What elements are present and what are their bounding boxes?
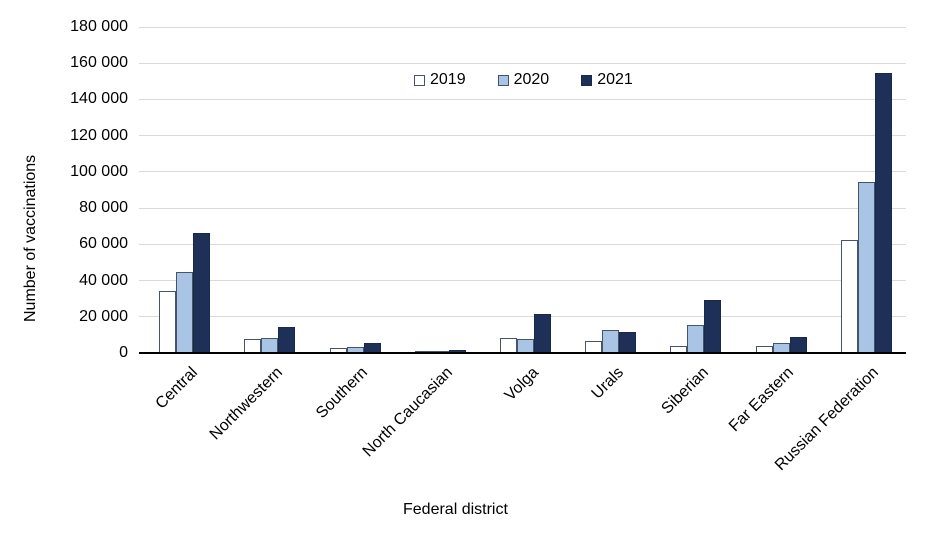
legend-label: 2019 bbox=[430, 71, 466, 88]
gridline bbox=[139, 280, 906, 282]
bar-2021-urals bbox=[619, 332, 636, 352]
bar-2021-northwestern bbox=[278, 327, 295, 352]
y-axis-tick-label: 0 bbox=[119, 344, 128, 361]
y-axis-tick-label: 100 000 bbox=[70, 162, 128, 180]
bar-2021-north-caucasian bbox=[449, 350, 466, 352]
x-axis-line bbox=[139, 352, 906, 354]
gridline bbox=[139, 98, 906, 100]
legend-item-2021: 2021 bbox=[581, 71, 633, 89]
bar-2020-central bbox=[176, 272, 193, 352]
bar-2019-central bbox=[159, 291, 176, 352]
y-axis-tick-label: 20 000 bbox=[79, 307, 128, 325]
bar-2021-volga bbox=[534, 314, 551, 352]
legend-swatch-icon bbox=[497, 74, 509, 86]
bar-2019-southern bbox=[330, 348, 347, 352]
bar-2021-russian-federation bbox=[875, 73, 892, 352]
bar-2019-urals bbox=[585, 341, 602, 352]
x-axis-category-label: Russian Federation bbox=[772, 364, 883, 475]
legend-label: 2021 bbox=[597, 71, 633, 88]
bar-2020-northwestern bbox=[261, 338, 278, 352]
bar-2019-volga bbox=[500, 338, 517, 352]
bar-2019-north-caucasian bbox=[415, 351, 432, 352]
bar-2021-central bbox=[193, 233, 210, 352]
bar-2020-far-eastern bbox=[773, 343, 790, 352]
legend-swatch-icon bbox=[414, 74, 425, 86]
y-axis-tick-label: 60 000 bbox=[79, 235, 128, 253]
bar-2021-far-eastern bbox=[790, 337, 807, 352]
gridline bbox=[139, 316, 906, 318]
y-axis-tick-label: 180 000 bbox=[70, 18, 128, 35]
bar-2019-northwestern bbox=[244, 339, 261, 352]
legend-label: 2020 bbox=[513, 71, 550, 88]
bar-2019-far-eastern bbox=[756, 346, 773, 352]
gridline bbox=[139, 26, 906, 28]
y-axis-tick-label: 160 000 bbox=[70, 54, 128, 72]
gridline bbox=[139, 62, 906, 64]
bar-2020-volga bbox=[517, 339, 534, 352]
gridline bbox=[139, 243, 906, 245]
x-axis-category-label: Siberian bbox=[658, 364, 712, 418]
bar-2021-siberian bbox=[704, 300, 721, 352]
legend-swatch-icon bbox=[581, 74, 593, 86]
bar-2020-siberian bbox=[687, 325, 704, 352]
x-axis-category-label: Northwestern bbox=[206, 364, 286, 444]
y-axis-tick-label: 80 000 bbox=[79, 199, 128, 217]
bar-2020-north-caucasian bbox=[432, 351, 449, 352]
gridline bbox=[139, 135, 906, 137]
x-axis-category-label: Central bbox=[152, 364, 201, 413]
bar-2019-siberian bbox=[670, 346, 687, 352]
y-axis-tick-label: 40 000 bbox=[79, 271, 128, 289]
x-axis-title: Federal district bbox=[403, 501, 508, 518]
gridline bbox=[139, 171, 906, 173]
y-axis-title: Number of vaccinations bbox=[22, 154, 39, 322]
legend-item-2020: 2020 bbox=[497, 71, 550, 89]
gridline bbox=[139, 207, 906, 209]
bar-2020-urals bbox=[602, 330, 619, 352]
bar-2020-russian-federation bbox=[858, 182, 875, 352]
y-axis-tick-label: 140 000 bbox=[70, 90, 128, 108]
legend-item-2019: 2019 bbox=[414, 71, 466, 89]
legend: 2019 2020 2021 bbox=[414, 71, 633, 89]
y-axis-tick-label: 120 000 bbox=[70, 126, 128, 144]
bar-2021-southern bbox=[364, 343, 381, 352]
bar-2020-southern bbox=[347, 347, 364, 352]
x-axis-category-label: Far Eastern bbox=[726, 364, 798, 436]
x-axis-category-label: Southern bbox=[313, 364, 372, 422]
bar-2019-russian-federation bbox=[841, 240, 858, 352]
